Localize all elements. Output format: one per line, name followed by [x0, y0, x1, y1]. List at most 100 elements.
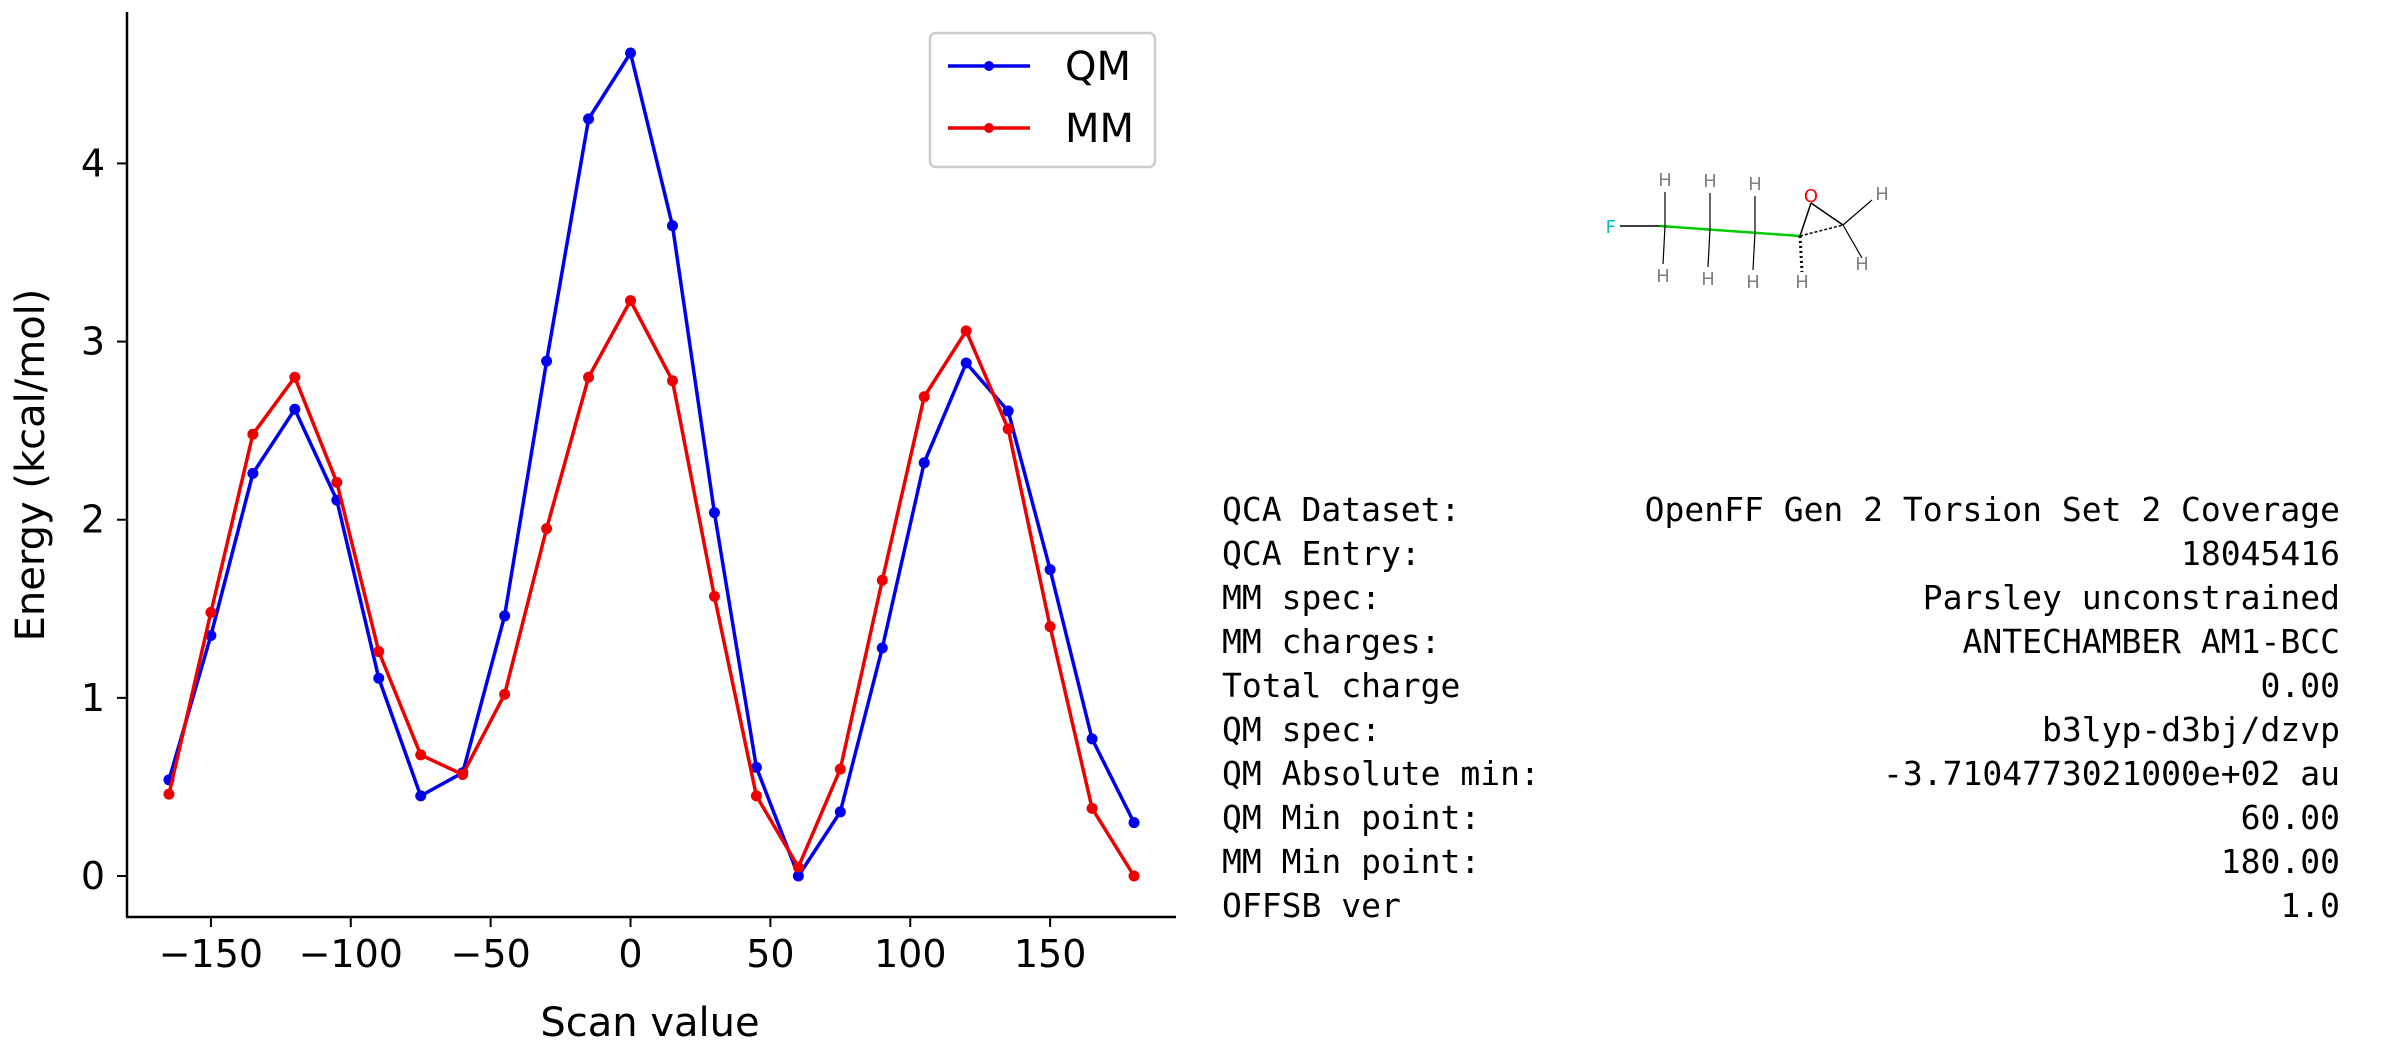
data-point-qm [625, 47, 637, 59]
hydrogen-atom: H [1855, 254, 1869, 275]
info-row: QM Absolute min: -3.7104773021000e+02 au [1222, 752, 2340, 796]
data-point-mm [541, 523, 553, 535]
data-point-mm [1002, 423, 1014, 435]
info-label: QM spec: [1222, 710, 1381, 749]
data-point-mm [918, 391, 930, 403]
hydrogen-atom: H [1875, 184, 1889, 205]
x-tick-label: 150 [1014, 932, 1087, 976]
info-row: QM spec: b3lyp-d3bj/dzvp [1222, 708, 2340, 752]
data-point-qm [792, 870, 804, 882]
hydrogen-atom: H [1746, 272, 1760, 293]
series-line-qm [167, 51, 1136, 878]
info-value: b3lyp-d3bj/dzvp [2041, 710, 2340, 749]
info-row: QM Min point: 60.00 [1222, 796, 2340, 840]
data-point-mm [457, 768, 469, 780]
data-point-qm [1002, 405, 1014, 417]
data-point-qm [1086, 733, 1098, 745]
info-label: QM Absolute min: [1222, 754, 1540, 793]
info-row: QCA Dataset: OpenFF Gen 2 Torsion Set 2 C… [1222, 488, 2340, 532]
data-point-qm [876, 642, 888, 654]
info-label: MM charges: [1222, 622, 1441, 661]
data-point-qm [499, 610, 511, 622]
hydrogen-atom: H [1795, 272, 1809, 293]
data-point-qm [750, 761, 762, 773]
bond [1659, 224, 1801, 238]
legend-mm-marker [984, 123, 994, 133]
info-value: Parsley unconstrained [1922, 578, 2340, 617]
y-tick-label: 1 [81, 676, 105, 720]
data-point-qm [541, 355, 553, 367]
data-point-mm [289, 371, 301, 383]
info-row: OFFSB ver 1.0 [1222, 884, 2340, 928]
data-point-mm [750, 790, 762, 802]
data-point-mm [247, 428, 259, 440]
data-point-qm [1044, 564, 1056, 576]
y-tick-label: 2 [81, 498, 105, 542]
data-point-mm [1128, 870, 1140, 882]
data-point-mm [1044, 621, 1056, 633]
x-tick-label: −150 [159, 932, 263, 976]
info-value: 0.00 [2260, 666, 2340, 705]
bond [1842, 224, 1863, 259]
molecule-structure: F O H H H H H H H H H [1606, 170, 1889, 293]
y-tick-label: 3 [81, 320, 105, 364]
data-point-mm [205, 606, 217, 618]
hydrogen-atoms: H H H H H H H H H [1656, 170, 1889, 293]
data-point-qm [708, 507, 720, 519]
info-row: QCA Entry: 18045416 [1222, 532, 2340, 576]
data-point-mm [331, 476, 343, 488]
x-tick-label: −100 [299, 932, 403, 976]
data-point-qm [960, 357, 972, 369]
data-point-mm [708, 590, 720, 602]
bond [1810, 202, 1844, 226]
bond [1799, 202, 1812, 237]
data-point-mm [1086, 802, 1098, 814]
info-value: -3.7104773021000e+02 au [1883, 754, 2340, 793]
data-point-qm [583, 113, 595, 125]
info-label: MM Min point: [1222, 842, 1481, 881]
bond [1707, 228, 1711, 268]
info-value: 60.00 [2240, 798, 2340, 837]
data-point-mm [163, 788, 175, 800]
data-point-qm [415, 790, 427, 802]
info-label: QM Min point: [1222, 798, 1481, 837]
bond [1798, 235, 1804, 273]
data-point-mm [876, 574, 888, 586]
info-label: QCA Dataset: [1222, 490, 1461, 529]
data-point-mm [666, 375, 678, 387]
legend-qm-label: QM [1065, 44, 1131, 90]
info-value: 180.00 [2220, 842, 2340, 881]
y-ticks: 0 1 2 3 4 [81, 141, 127, 898]
data-point-qm [247, 467, 259, 479]
info-label: OFFSB ver [1222, 886, 1401, 925]
data-point-qm [666, 220, 678, 232]
data-point-mm [373, 646, 385, 658]
y-tick-label: 0 [81, 854, 105, 898]
data-point-qm [834, 806, 846, 818]
bond [1842, 199, 1873, 226]
legend-qm-marker [984, 61, 994, 71]
info-row: Total charge 0.00 [1222, 664, 2340, 708]
bond [1799, 224, 1844, 237]
info-label: Total charge [1222, 666, 1461, 705]
hydrogen-atom: H [1703, 171, 1717, 192]
data-point-qm [373, 672, 385, 684]
bond [1752, 231, 1756, 271]
hydrogen-atom: H [1748, 174, 1762, 195]
info-row: MM Min point: 180.00 [1222, 840, 2340, 884]
data-point-mm [499, 688, 511, 700]
bond [1662, 225, 1666, 265]
x-tick-label: −50 [451, 932, 531, 976]
info-label: QCA Entry: [1222, 534, 1421, 573]
hydrogen-atom: H [1658, 170, 1672, 191]
data-point-mm [834, 763, 846, 775]
info-row: MM spec: Parsley unconstrained [1222, 576, 2340, 620]
info-value: 1.0 [2280, 886, 2340, 925]
data-point-mm [583, 371, 595, 383]
x-axis-title: Scan value [540, 1000, 759, 1046]
info-label: MM spec: [1222, 578, 1381, 617]
hydrogen-atom: H [1701, 269, 1715, 290]
oxygen-atom: O [1804, 186, 1818, 207]
x-tick-label: 100 [874, 932, 947, 976]
